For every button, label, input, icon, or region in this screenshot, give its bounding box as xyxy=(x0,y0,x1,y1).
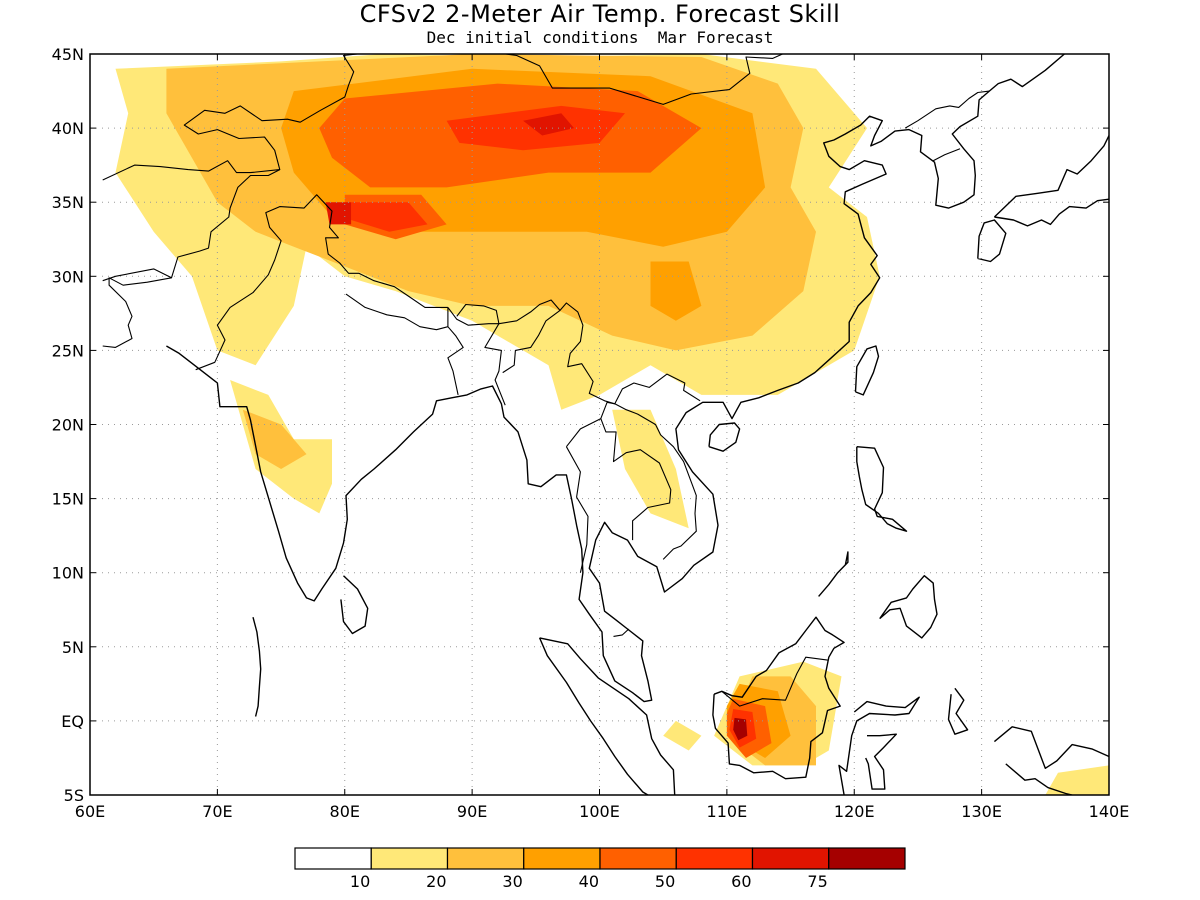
colorbar: 10 20 30 40 50 60 75 xyxy=(294,847,906,891)
tick-label-lon-140E: 140E xyxy=(1089,802,1130,821)
subtitle-forecast-month: Mar Forecast xyxy=(657,28,774,47)
border-16 xyxy=(904,90,990,129)
coastline-9 xyxy=(879,575,938,639)
colorbar-label-40: 40 xyxy=(579,872,599,891)
border-5 xyxy=(345,293,449,331)
coastline-8 xyxy=(856,446,908,532)
coastline-15 xyxy=(993,726,1109,769)
coastline-4 xyxy=(712,616,845,780)
coastline-12 xyxy=(977,219,1007,263)
skill-region-16 xyxy=(351,202,428,232)
colorbar-swatch-5 xyxy=(675,847,754,870)
tick-label-lon-90E: 90E xyxy=(457,802,487,821)
tick-label-lat-5N: 5N xyxy=(62,638,84,657)
subtitle-initial-conditions: Dec initial conditions xyxy=(426,28,639,47)
tick-label-lat-15N: 15N xyxy=(52,490,84,509)
tick-label-lat-25N: 25N xyxy=(52,341,84,360)
border-15 xyxy=(721,656,828,707)
coastline-2 xyxy=(539,637,676,795)
skill-region-4 xyxy=(663,720,702,751)
skill-region-10 xyxy=(650,261,702,321)
tick-label-lat-20N: 20N xyxy=(52,416,84,435)
colorbar-label-50: 50 xyxy=(655,872,675,891)
coastline-16 xyxy=(1005,763,1073,795)
coastline-7 xyxy=(818,551,849,597)
coastline-14 xyxy=(993,135,1109,218)
colorbar-swatch-7 xyxy=(828,847,906,870)
tick-label-lon-60E: 60E xyxy=(75,802,105,821)
colorbar-label-60: 60 xyxy=(731,872,751,891)
skill-region-5 xyxy=(1045,765,1109,795)
coastline-10 xyxy=(708,422,741,452)
tick-label-lat-35N: 35N xyxy=(52,193,84,212)
coastline-3 xyxy=(538,637,649,795)
border-9 xyxy=(484,323,506,406)
tick-label-lat-5S: 5S xyxy=(64,786,84,805)
tick-label-lat-45N: 45N xyxy=(52,45,84,64)
colorbar-swatch-0 xyxy=(294,847,372,870)
tick-label-lat-EQ: EQ xyxy=(61,712,84,731)
coastline-13 xyxy=(994,198,1109,227)
coastline-6 xyxy=(865,733,897,790)
coastline-0 xyxy=(166,54,1065,703)
border-12 xyxy=(565,446,589,573)
tick-label-lon-70E: 70E xyxy=(202,802,232,821)
border-0 xyxy=(102,54,362,181)
coastline-17 xyxy=(947,687,969,735)
skill-region-20 xyxy=(733,717,748,741)
tick-label-lat-10N: 10N xyxy=(52,564,84,583)
tick-label-lat-30N: 30N xyxy=(52,267,84,286)
map-axes: 60E 70E 80E 90E 100E 110E 120E 130E 140E 45N 40N 35… xyxy=(52,45,1130,821)
colorbar-swatch-1 xyxy=(370,847,449,870)
tick-label-lon-130E: 130E xyxy=(961,802,1002,821)
colorbar-label-75: 75 xyxy=(807,872,827,891)
coastline-18 xyxy=(252,617,262,717)
skill-region-19 xyxy=(523,113,574,136)
skill-region-18 xyxy=(325,202,352,225)
border-1 xyxy=(502,54,784,105)
border-13 xyxy=(600,401,697,560)
border-7 xyxy=(498,299,701,405)
border-14 xyxy=(613,628,630,637)
coastline-5 xyxy=(838,696,920,795)
tick-label-lat-40N: 40N xyxy=(52,119,84,138)
border-4 xyxy=(195,194,448,371)
colorbar-label-20: 20 xyxy=(426,872,446,891)
colorbar-label-10: 10 xyxy=(350,872,370,891)
coastline-11 xyxy=(854,345,880,396)
tick-label-lon-80E: 80E xyxy=(330,802,360,821)
tick-label-lon-110E: 110E xyxy=(707,802,748,821)
tick-label-lon-100E: 100E xyxy=(579,802,620,821)
chart-subtitle: Dec initial conditions Mar Forecast xyxy=(0,28,1200,47)
chart-title: CFSv2 2-Meter Air Temp. Forecast Skill xyxy=(359,0,841,28)
coastlines-and-borders xyxy=(102,54,1109,795)
border-17 xyxy=(932,148,961,162)
border-3 xyxy=(102,268,172,282)
colorbar-swatch-2 xyxy=(446,847,525,870)
border-8 xyxy=(447,326,464,396)
colorbar-label-30: 30 xyxy=(502,872,522,891)
colorbar-swatch-6 xyxy=(751,847,830,870)
tick-label-lon-120E: 120E xyxy=(834,802,875,821)
colorbar-swatch-4 xyxy=(599,847,677,870)
skill-shading xyxy=(115,54,1109,795)
coastline-1 xyxy=(340,575,369,635)
border-10 xyxy=(502,309,561,374)
colorbar-swatch-3 xyxy=(523,847,601,870)
border-11 xyxy=(565,418,672,541)
